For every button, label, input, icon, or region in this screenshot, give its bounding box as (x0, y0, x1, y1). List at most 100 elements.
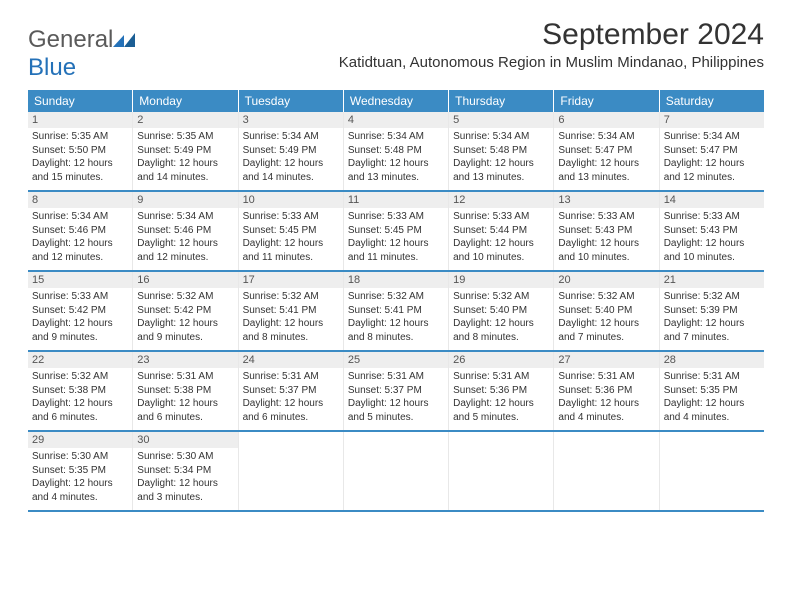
sunrise-line: Sunrise: 5:33 AM (664, 210, 760, 224)
sunrise-line: Sunrise: 5:34 AM (558, 130, 654, 144)
sunset-line: Sunset: 5:41 PM (348, 304, 444, 318)
sunrise-line: Sunrise: 5:32 AM (558, 290, 654, 304)
day-cell: 18Sunrise: 5:32 AMSunset: 5:41 PMDayligh… (344, 272, 449, 350)
day-cell (239, 432, 344, 510)
sunset-line: Sunset: 5:43 PM (664, 224, 760, 238)
sunrise-line: Sunrise: 5:33 AM (558, 210, 654, 224)
day-body: Sunrise: 5:31 AMSunset: 5:38 PMDaylight:… (133, 368, 237, 428)
weekday-header: Monday (133, 90, 238, 112)
day-number: 25 (344, 352, 448, 368)
day-body: Sunrise: 5:34 AMSunset: 5:49 PMDaylight:… (239, 128, 343, 188)
day-number: 5 (449, 112, 553, 128)
brand-mark-icon (113, 26, 135, 54)
day-cell: 25Sunrise: 5:31 AMSunset: 5:37 PMDayligh… (344, 352, 449, 430)
daylight-line: Daylight: 12 hours and 12 minutes. (32, 237, 128, 264)
daylight-line: Daylight: 12 hours and 7 minutes. (664, 317, 760, 344)
day-number: 14 (660, 192, 764, 208)
daylight-line: Daylight: 12 hours and 12 minutes. (664, 157, 760, 184)
daylight-line: Daylight: 12 hours and 7 minutes. (558, 317, 654, 344)
day-cell: 19Sunrise: 5:32 AMSunset: 5:40 PMDayligh… (449, 272, 554, 350)
day-body: Sunrise: 5:34 AMSunset: 5:48 PMDaylight:… (449, 128, 553, 188)
sunset-line: Sunset: 5:40 PM (453, 304, 549, 318)
day-cell: 10Sunrise: 5:33 AMSunset: 5:45 PMDayligh… (239, 192, 344, 270)
day-body: Sunrise: 5:33 AMSunset: 5:43 PMDaylight:… (554, 208, 658, 268)
sunset-line: Sunset: 5:37 PM (243, 384, 339, 398)
sunrise-line: Sunrise: 5:31 AM (558, 370, 654, 384)
sunset-line: Sunset: 5:50 PM (32, 144, 128, 158)
daylight-line: Daylight: 12 hours and 10 minutes. (453, 237, 549, 264)
day-number: 16 (133, 272, 237, 288)
sunrise-line: Sunrise: 5:33 AM (453, 210, 549, 224)
day-number: 4 (344, 112, 448, 128)
brand-word-1: General (28, 26, 113, 53)
day-body: Sunrise: 5:33 AMSunset: 5:43 PMDaylight:… (660, 208, 764, 268)
sunrise-line: Sunrise: 5:34 AM (243, 130, 339, 144)
sunset-line: Sunset: 5:49 PM (137, 144, 233, 158)
sunrise-line: Sunrise: 5:34 AM (453, 130, 549, 144)
day-number: 26 (449, 352, 553, 368)
day-cell: 8Sunrise: 5:34 AMSunset: 5:46 PMDaylight… (28, 192, 133, 270)
sunrise-line: Sunrise: 5:34 AM (664, 130, 760, 144)
day-number: 2 (133, 112, 237, 128)
day-number: 22 (28, 352, 132, 368)
sunset-line: Sunset: 5:45 PM (348, 224, 444, 238)
sunset-line: Sunset: 5:38 PM (137, 384, 233, 398)
day-cell (554, 432, 659, 510)
day-body: Sunrise: 5:33 AMSunset: 5:42 PMDaylight:… (28, 288, 132, 348)
sunrise-line: Sunrise: 5:32 AM (243, 290, 339, 304)
day-body: Sunrise: 5:32 AMSunset: 5:40 PMDaylight:… (554, 288, 658, 348)
daylight-line: Daylight: 12 hours and 10 minutes. (664, 237, 760, 264)
daylight-line: Daylight: 12 hours and 6 minutes. (243, 397, 339, 424)
sunset-line: Sunset: 5:47 PM (558, 144, 654, 158)
day-body: Sunrise: 5:31 AMSunset: 5:36 PMDaylight:… (554, 368, 658, 428)
sunset-line: Sunset: 5:48 PM (348, 144, 444, 158)
weekday-header: Thursday (449, 90, 554, 112)
day-number: 28 (660, 352, 764, 368)
daylight-line: Daylight: 12 hours and 3 minutes. (137, 477, 233, 504)
day-number: 7 (660, 112, 764, 128)
daylight-line: Daylight: 12 hours and 12 minutes. (137, 237, 233, 264)
sunrise-line: Sunrise: 5:30 AM (137, 450, 233, 464)
daylight-line: Daylight: 12 hours and 14 minutes. (137, 157, 233, 184)
daylight-line: Daylight: 12 hours and 4 minutes. (558, 397, 654, 424)
daylight-line: Daylight: 12 hours and 13 minutes. (558, 157, 654, 184)
daylight-line: Daylight: 12 hours and 4 minutes. (32, 477, 128, 504)
day-cell: 22Sunrise: 5:32 AMSunset: 5:38 PMDayligh… (28, 352, 133, 430)
weekday-header-row: SundayMondayTuesdayWednesdayThursdayFrid… (28, 90, 764, 112)
day-number: 9 (133, 192, 237, 208)
day-body: Sunrise: 5:34 AMSunset: 5:47 PMDaylight:… (660, 128, 764, 188)
sunrise-line: Sunrise: 5:35 AM (137, 130, 233, 144)
day-body: Sunrise: 5:31 AMSunset: 5:37 PMDaylight:… (239, 368, 343, 428)
week-row: 1Sunrise: 5:35 AMSunset: 5:50 PMDaylight… (28, 112, 764, 192)
sunset-line: Sunset: 5:40 PM (558, 304, 654, 318)
day-body: Sunrise: 5:30 AMSunset: 5:34 PMDaylight:… (133, 448, 237, 508)
day-body: Sunrise: 5:34 AMSunset: 5:46 PMDaylight:… (28, 208, 132, 268)
daylight-line: Daylight: 12 hours and 8 minutes. (453, 317, 549, 344)
day-number: 15 (28, 272, 132, 288)
day-cell: 7Sunrise: 5:34 AMSunset: 5:47 PMDaylight… (660, 112, 764, 190)
sunrise-line: Sunrise: 5:34 AM (137, 210, 233, 224)
sunrise-line: Sunrise: 5:32 AM (137, 290, 233, 304)
calendar-grid: SundayMondayTuesdayWednesdayThursdayFrid… (28, 90, 764, 512)
daylight-line: Daylight: 12 hours and 13 minutes. (453, 157, 549, 184)
day-cell: 29Sunrise: 5:30 AMSunset: 5:35 PMDayligh… (28, 432, 133, 510)
sunrise-line: Sunrise: 5:32 AM (32, 370, 128, 384)
day-body: Sunrise: 5:33 AMSunset: 5:44 PMDaylight:… (449, 208, 553, 268)
weekday-header: Saturday (660, 90, 764, 112)
week-row: 22Sunrise: 5:32 AMSunset: 5:38 PMDayligh… (28, 352, 764, 432)
sunset-line: Sunset: 5:35 PM (664, 384, 760, 398)
day-cell: 6Sunrise: 5:34 AMSunset: 5:47 PMDaylight… (554, 112, 659, 190)
day-body: Sunrise: 5:31 AMSunset: 5:35 PMDaylight:… (660, 368, 764, 428)
sunset-line: Sunset: 5:49 PM (243, 144, 339, 158)
day-body: Sunrise: 5:34 AMSunset: 5:46 PMDaylight:… (133, 208, 237, 268)
daylight-line: Daylight: 12 hours and 11 minutes. (243, 237, 339, 264)
brand-word-2: Blue (28, 54, 76, 81)
day-number: 13 (554, 192, 658, 208)
sunset-line: Sunset: 5:38 PM (32, 384, 128, 398)
day-body: Sunrise: 5:33 AMSunset: 5:45 PMDaylight:… (344, 208, 448, 268)
sunset-line: Sunset: 5:48 PM (453, 144, 549, 158)
sunset-line: Sunset: 5:39 PM (664, 304, 760, 318)
day-cell: 12Sunrise: 5:33 AMSunset: 5:44 PMDayligh… (449, 192, 554, 270)
daylight-line: Daylight: 12 hours and 6 minutes. (137, 397, 233, 424)
day-cell: 15Sunrise: 5:33 AMSunset: 5:42 PMDayligh… (28, 272, 133, 350)
